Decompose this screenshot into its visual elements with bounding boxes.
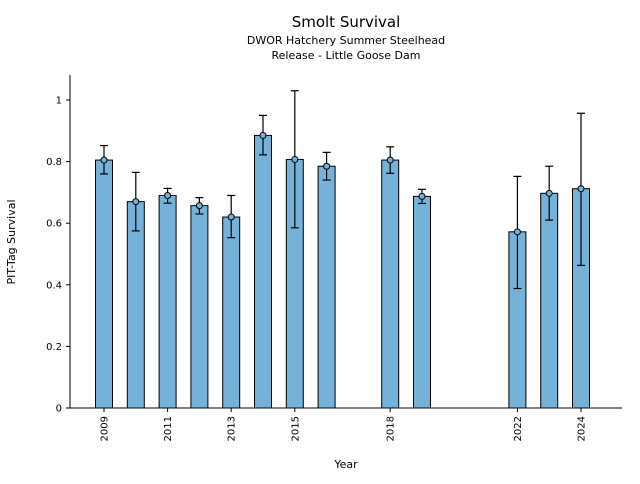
bar <box>222 216 241 409</box>
bar <box>540 192 559 409</box>
bar-group-2019 <box>413 188 431 409</box>
point-marker <box>291 155 299 163</box>
bar <box>126 201 145 409</box>
bar-group-2014 <box>254 114 272 409</box>
x-axis-label: Year <box>333 458 358 471</box>
y-tick-label: 0.2 <box>46 342 62 353</box>
x-tick-label: 2018 <box>386 416 397 441</box>
y-tick-label: 0.6 <box>46 219 62 230</box>
bar-group-2015 <box>285 90 304 409</box>
bar <box>381 159 400 409</box>
point-marker <box>577 185 585 193</box>
point-marker <box>545 189 553 197</box>
bar <box>254 134 272 409</box>
y-tick-label: 0.8 <box>46 157 62 168</box>
point-marker <box>195 202 203 210</box>
plot-area: 0 0.2 0.4 0.6 0.8 1 2009 2011 2013 2015 2018 2022 20… <box>46 75 622 441</box>
y-tick-label: 0.4 <box>46 280 62 291</box>
x-tick-label: 2024 <box>577 416 588 441</box>
bar-group-2013 <box>222 194 241 409</box>
point-marker <box>386 156 394 164</box>
point-marker <box>164 191 172 199</box>
bar-group-2022 <box>508 175 527 409</box>
x-tick-label: 2015 <box>290 416 301 441</box>
bar-group-2009 <box>95 144 113 409</box>
bar-group-2023 <box>540 165 559 409</box>
chart-subtitle-line1: DWOR Hatchery Summer Steelhead <box>247 34 445 47</box>
bar <box>317 165 336 409</box>
x-tick-label: 2009 <box>100 416 111 441</box>
bar <box>158 194 177 409</box>
point-marker <box>513 228 521 236</box>
chart-subtitle-line2: Release - Little Goose Dam <box>272 49 421 62</box>
x-tick-label: 2022 <box>513 416 524 441</box>
bar-group-2024 <box>572 112 590 409</box>
point-marker <box>259 131 267 139</box>
point-marker <box>418 192 426 200</box>
bar-group-2018 <box>381 146 400 409</box>
point-marker <box>132 198 140 206</box>
bar <box>413 195 431 409</box>
bar-group-2011 <box>158 187 177 409</box>
y-tick-label: 1 <box>56 96 62 107</box>
y-axis-label: PIT-Tag Survival <box>5 199 18 284</box>
bar-group-2016 <box>317 151 336 409</box>
bar <box>190 205 209 409</box>
x-tick-label: 2013 <box>227 416 238 441</box>
x-tick-label: 2011 <box>163 416 174 441</box>
point-marker <box>227 213 235 221</box>
point-marker <box>100 156 108 164</box>
point-marker <box>323 162 331 170</box>
y-tick-label: 0 <box>56 404 62 415</box>
bar-group-2012 <box>190 197 209 409</box>
chart-title: Smolt Survival <box>292 13 401 31</box>
bar-group-2010 <box>126 171 145 409</box>
bar <box>95 159 113 409</box>
